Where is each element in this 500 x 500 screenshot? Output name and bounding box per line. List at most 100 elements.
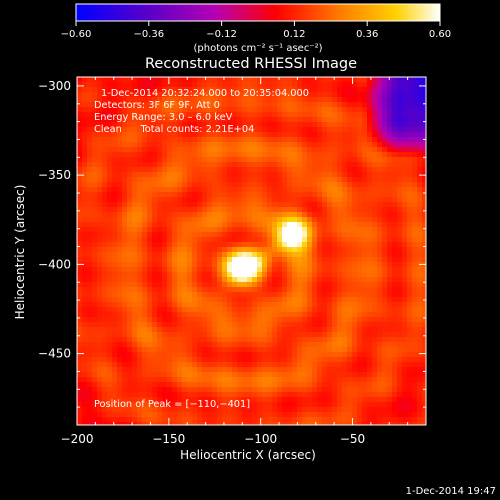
heatmap-cell <box>147 377 153 383</box>
heatmap-cell <box>362 392 368 398</box>
heatmap-cell <box>367 122 373 128</box>
heatmap-cell <box>92 82 98 88</box>
heatmap-cell <box>332 332 338 338</box>
heatmap-cell <box>112 242 118 248</box>
heatmap-cell <box>217 252 223 258</box>
heatmap-cell <box>367 372 373 378</box>
heatmap-cell <box>137 387 143 393</box>
heatmap-cell <box>292 327 298 333</box>
heatmap-cell <box>117 167 123 173</box>
heatmap-cell <box>347 227 353 233</box>
heatmap-cell <box>252 157 258 163</box>
heatmap-cell <box>227 257 233 263</box>
heatmap-cell <box>87 172 93 178</box>
heatmap-cell <box>132 112 138 118</box>
heatmap-cell <box>252 337 258 343</box>
heatmap-cell <box>97 187 103 193</box>
heatmap-cell <box>217 282 223 288</box>
heatmap-cell <box>307 302 313 308</box>
heatmap-cell <box>237 412 243 418</box>
heatmap-cell <box>172 132 178 138</box>
heatmap-cell <box>407 82 413 88</box>
heatmap-cell <box>407 242 413 248</box>
heatmap-cell <box>282 172 288 178</box>
heatmap-cell <box>242 247 248 253</box>
heatmap-cell <box>402 217 408 223</box>
heatmap-cell <box>107 87 113 93</box>
heatmap-cell <box>232 87 238 93</box>
heatmap-cell <box>402 387 408 393</box>
heatmap-cell <box>82 157 88 163</box>
heatmap-cell <box>92 237 98 243</box>
heatmap-cell <box>317 137 323 143</box>
heatmap-cell <box>247 287 253 293</box>
heatmap-cell <box>272 377 278 383</box>
heatmap-cell <box>382 82 388 88</box>
heatmap-cell <box>107 157 113 163</box>
heatmap-cell <box>342 222 348 228</box>
heatmap-cell <box>77 117 83 123</box>
heatmap-cell <box>327 252 333 258</box>
heatmap-cell <box>187 342 193 348</box>
heatmap-cell <box>202 377 208 383</box>
heatmap-cell <box>237 262 243 268</box>
heatmap-cell <box>357 372 363 378</box>
heatmap-cell <box>382 377 388 383</box>
heatmap-cell <box>162 147 168 153</box>
heatmap-cell <box>402 177 408 183</box>
heatmap-cell <box>302 407 308 413</box>
heatmap-cell <box>102 172 108 178</box>
heatmap-cell <box>327 82 333 88</box>
heatmap-cell <box>332 262 338 268</box>
heatmap-cell <box>287 352 293 358</box>
heatmap-cell <box>227 227 233 233</box>
heatmap-cell <box>327 307 333 313</box>
heatmap-cell <box>152 307 158 313</box>
heatmap-cell <box>402 162 408 168</box>
heatmap-cell <box>357 377 363 383</box>
heatmap-cell <box>392 237 398 243</box>
heatmap-cell <box>187 267 193 273</box>
heatmap-cell <box>362 77 368 83</box>
heatmap-cell <box>172 207 178 213</box>
heatmap-cell <box>272 387 278 393</box>
heatmap-cell <box>342 247 348 253</box>
heatmap-cell <box>152 167 158 173</box>
heatmap-cell <box>107 212 113 218</box>
heatmap-cell <box>232 152 238 158</box>
heatmap-cell <box>132 132 138 138</box>
heatmap-cell <box>387 162 393 168</box>
heatmap-cell <box>117 312 123 318</box>
heatmap-cell <box>257 382 263 388</box>
heatmap-cell <box>87 202 93 208</box>
heatmap-cell <box>352 287 358 293</box>
heatmap-cell <box>137 322 143 328</box>
heatmap-cell <box>382 407 388 413</box>
heatmap-cell <box>412 337 418 343</box>
heatmap-cell <box>152 107 158 113</box>
heatmap-cell <box>167 147 173 153</box>
heatmap-cell <box>172 337 178 343</box>
heatmap-cell <box>292 127 298 133</box>
heatmap-cell <box>312 347 318 353</box>
heatmap-cell <box>112 207 118 213</box>
heatmap-cell <box>392 127 398 133</box>
heatmap-cell <box>417 247 423 253</box>
heatmap-cell <box>132 222 138 228</box>
heatmap-cell <box>422 217 426 223</box>
heatmap-cell <box>347 157 353 163</box>
heatmap-cell <box>327 177 333 183</box>
heatmap-cell <box>142 287 148 293</box>
heatmap-cell <box>327 282 333 288</box>
heatmap-cell <box>377 242 383 248</box>
heatmap-cell <box>307 357 313 363</box>
heatmap-cell <box>112 272 118 278</box>
heatmap-cell <box>142 322 148 328</box>
heatmap-cell <box>217 292 223 298</box>
heatmap-cell <box>402 187 408 193</box>
heatmap-cell <box>367 362 373 368</box>
heatmap-cell <box>292 267 298 273</box>
heatmap-cell <box>152 92 158 98</box>
heatmap-cell <box>377 347 383 353</box>
heatmap-cell <box>92 117 98 123</box>
